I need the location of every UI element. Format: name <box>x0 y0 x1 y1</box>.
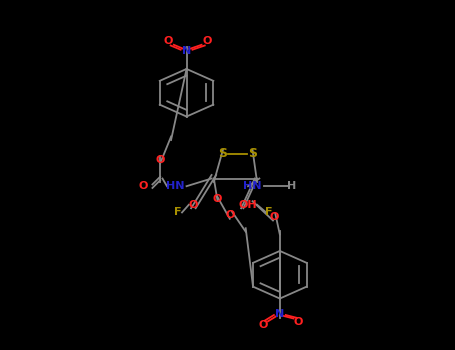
Text: O: O <box>213 194 222 204</box>
Text: O: O <box>202 36 212 46</box>
Text: N: N <box>275 309 284 319</box>
Text: O: O <box>293 317 303 327</box>
Text: S: S <box>218 147 228 161</box>
Text: N: N <box>182 46 191 56</box>
Text: HN: HN <box>166 181 184 191</box>
Text: F: F <box>265 208 272 217</box>
Text: F: F <box>174 208 181 217</box>
Text: O: O <box>156 155 165 165</box>
Text: O: O <box>189 200 198 210</box>
Text: OH: OH <box>239 200 257 210</box>
Text: O: O <box>164 36 173 46</box>
Text: O: O <box>259 320 268 330</box>
Text: HN: HN <box>243 181 262 191</box>
Text: O: O <box>270 212 279 222</box>
Text: H: H <box>287 181 296 191</box>
Text: S: S <box>248 147 257 161</box>
Text: O: O <box>225 210 234 220</box>
Text: O: O <box>138 181 148 191</box>
